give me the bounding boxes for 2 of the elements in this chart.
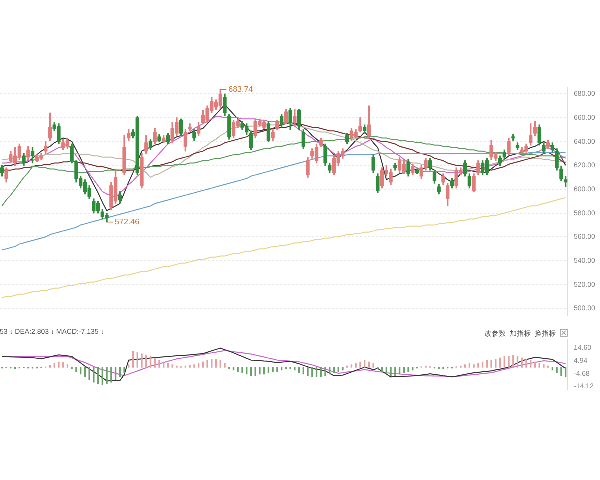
annotation: 683.74 (228, 84, 254, 94)
annotation: 572.46 (115, 218, 140, 227)
